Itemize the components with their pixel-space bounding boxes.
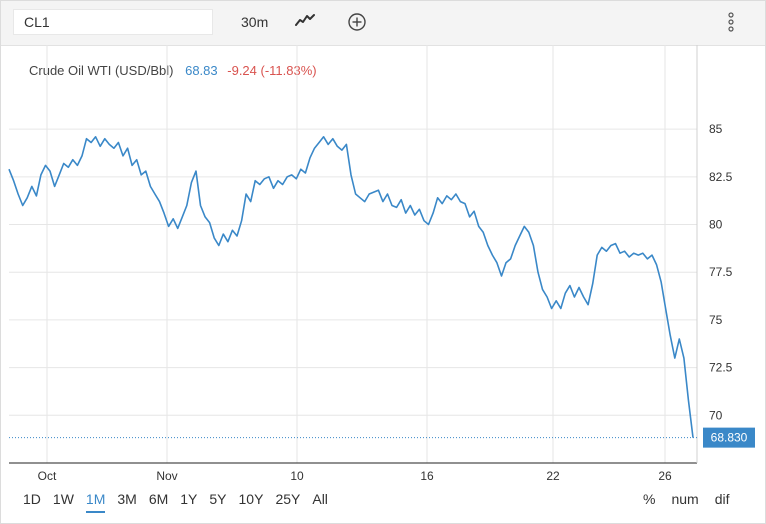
price-line <box>8 136 694 438</box>
range-button-1m[interactable]: 1M <box>85 491 106 513</box>
scale-button-percent[interactable]: % <box>643 491 656 507</box>
x-tick-label: 26 <box>658 469 672 483</box>
chart-toolbar: CL1 30m <box>1 1 765 46</box>
x-tick-label: 10 <box>290 469 304 483</box>
y-tick-label: 80 <box>709 218 723 232</box>
y-tick-label: 70 <box>709 408 723 422</box>
range-button-6m[interactable]: 6M <box>148 491 169 507</box>
scale-selector: % num dif <box>643 491 745 507</box>
instrument-name: Crude Oil WTI (USD/Bbl) <box>29 63 174 78</box>
range-button-1y[interactable]: 1Y <box>180 491 198 507</box>
y-tick-label: 85 <box>709 122 723 136</box>
range-selector: 1D 1W 1M 3M 6M 1Y 5Y 10Y 25Y All <box>23 491 340 517</box>
last-price-label: 68.830 <box>711 431 748 445</box>
range-button-25y[interactable]: 25Y <box>275 491 301 507</box>
range-button-all[interactable]: All <box>312 491 328 507</box>
y-tick-label: 75 <box>709 313 723 327</box>
price-chart[interactable]: 70 72.5 75 77.5 80 82.5 85 Oct Nov 10 16 22 26 68.830 <box>1 45 765 485</box>
range-button-5y[interactable]: 5Y <box>209 491 227 507</box>
range-button-3m[interactable]: 3M <box>117 491 137 507</box>
y-tick-label: 72.5 <box>709 361 733 375</box>
legend-price: 68.83 <box>185 63 218 78</box>
x-tick-label: Nov <box>156 469 177 483</box>
vertical-dots-icon[interactable] <box>725 11 737 38</box>
scale-button-num[interactable]: num <box>671 491 699 507</box>
x-tick-label: Oct <box>38 469 57 483</box>
range-button-1d[interactable]: 1D <box>23 491 41 507</box>
x-tick-label: 22 <box>546 469 560 483</box>
interval-selector[interactable]: 30m <box>241 14 269 30</box>
symbol-input[interactable]: CL1 <box>13 9 213 35</box>
range-button-10y[interactable]: 10Y <box>238 491 264 507</box>
y-tick-label: 77.5 <box>709 265 733 279</box>
line-chart-icon[interactable] <box>295 13 315 32</box>
range-button-1w[interactable]: 1W <box>52 491 74 507</box>
plus-circle-icon[interactable] <box>347 12 367 37</box>
legend-change: -9.24 (-11.83%) <box>227 63 317 78</box>
scale-button-dif[interactable]: dif <box>714 491 730 507</box>
chart-legend: Crude Oil WTI (USD/Bbl) 68.83 -9.24 (-11… <box>29 63 317 78</box>
y-tick-label: 82.5 <box>709 170 733 184</box>
x-tick-label: 16 <box>420 469 434 483</box>
last-price-tag <box>703 427 755 448</box>
